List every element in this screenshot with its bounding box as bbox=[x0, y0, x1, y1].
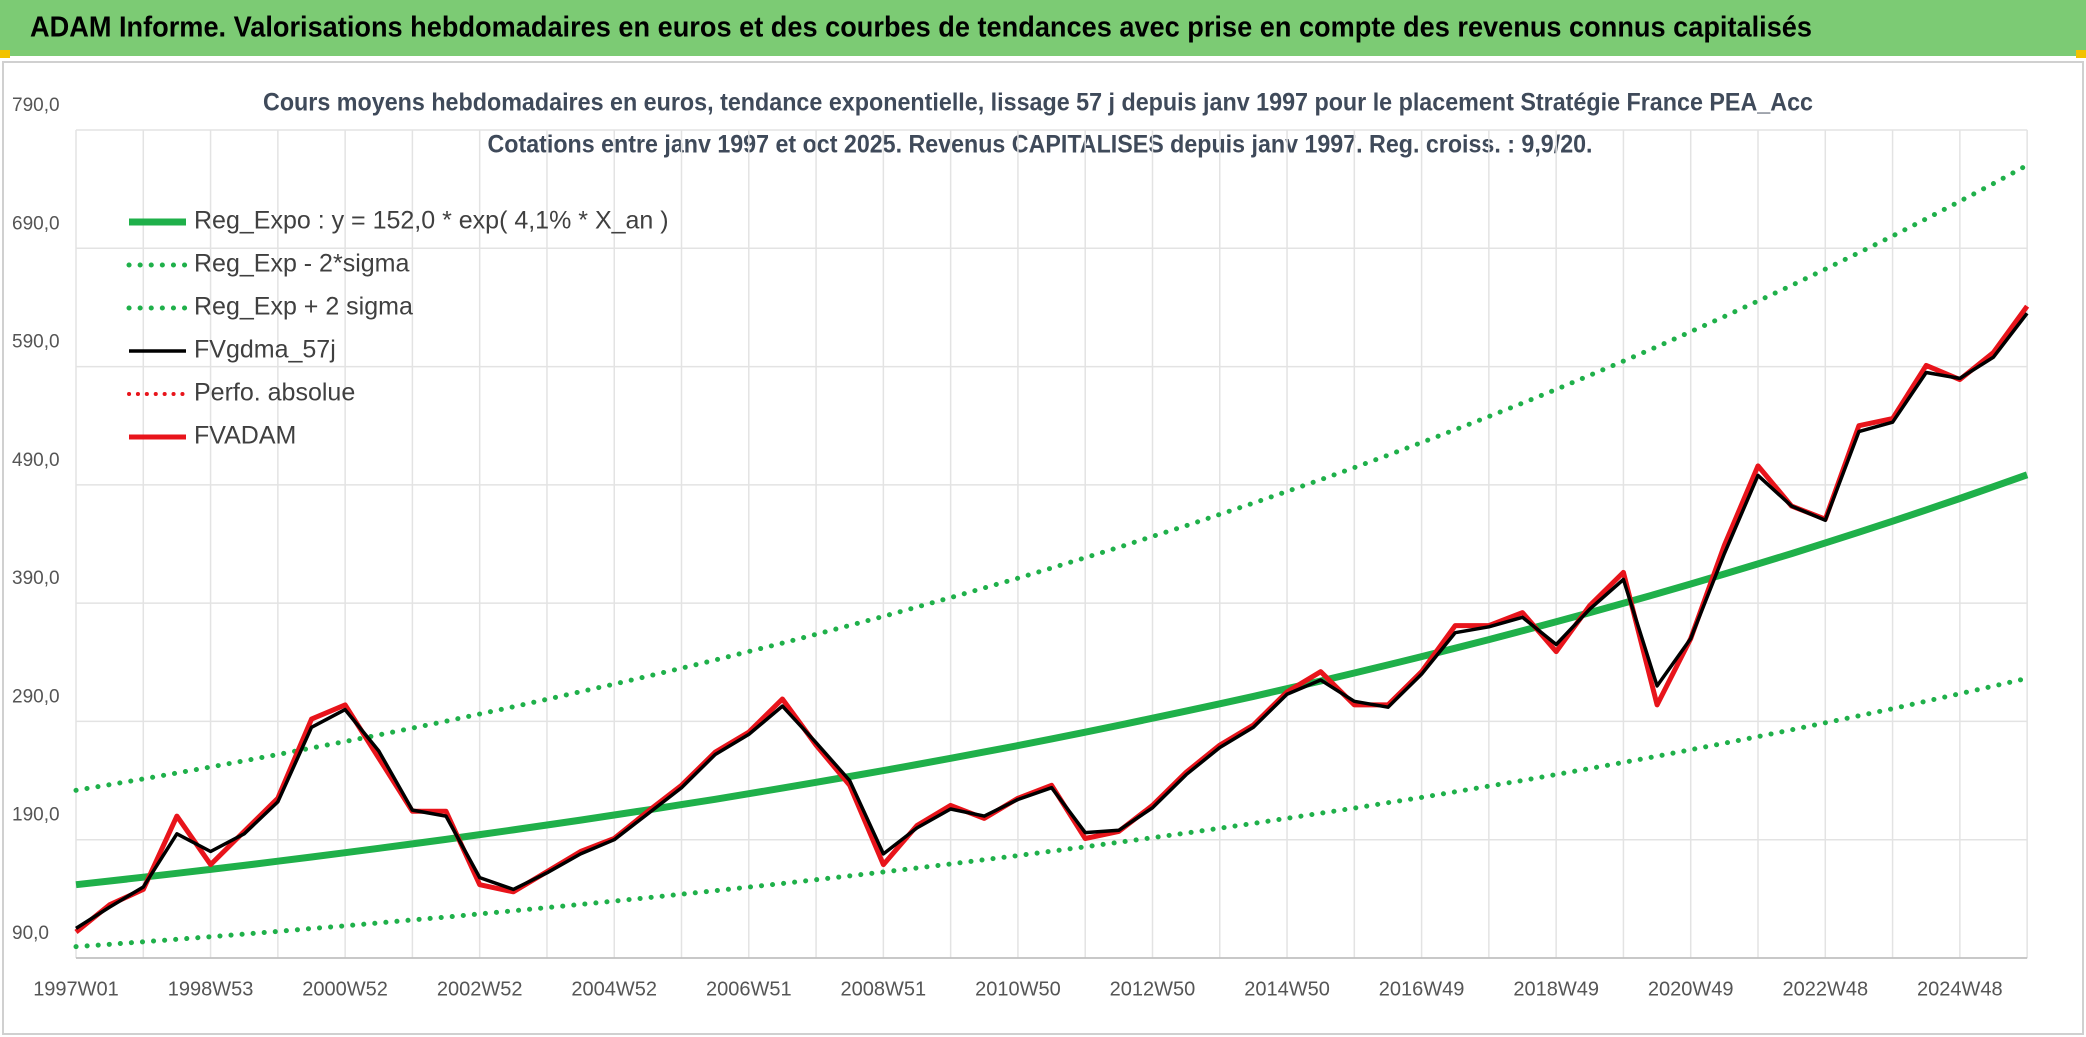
series-line bbox=[73, 162, 2030, 793]
series-line bbox=[75, 312, 2029, 930]
legend-label: Perfo. absolue bbox=[194, 379, 355, 407]
y-tick-label: 90,0 bbox=[12, 923, 49, 944]
y-tick-label: 390,0 bbox=[12, 568, 60, 589]
y-tick-label: 590,0 bbox=[12, 332, 60, 353]
y-tick-label: 190,0 bbox=[12, 805, 60, 826]
x-tick-label: 2006W51 bbox=[706, 978, 792, 1000]
x-tick-label: 2016W49 bbox=[1379, 978, 1465, 1000]
corner bbox=[0, 50, 10, 58]
y-tick-label: 490,0 bbox=[12, 450, 60, 471]
y-tick-label: 290,0 bbox=[12, 686, 60, 707]
x-tick-label: 1997W01 bbox=[33, 978, 119, 1000]
header-title: ADAM Informe. Valorisations hebdomadaire… bbox=[30, 12, 1812, 44]
series-line bbox=[75, 471, 2029, 889]
x-tick-label: 2022W48 bbox=[1782, 978, 1868, 1000]
x-tick-label: 2008W51 bbox=[841, 978, 927, 1000]
x-tick-label: 2018W49 bbox=[1513, 978, 1599, 1000]
corner bbox=[2076, 50, 2086, 58]
chart-title: Cours moyens hebdomadaires en euros, ten… bbox=[263, 89, 1813, 117]
legend-label: FVgdma_57j bbox=[194, 336, 336, 364]
legend-label: Reg_Exp + 2 sigma bbox=[194, 293, 413, 321]
x-tick-label: 2014W50 bbox=[1244, 978, 1330, 1000]
x-tick-label: 2002W52 bbox=[437, 978, 523, 1000]
header-bar bbox=[0, 0, 2086, 56]
x-tick-label: 2000W52 bbox=[302, 978, 388, 1000]
x-tick-label: 2010W50 bbox=[975, 978, 1061, 1000]
y-tick-label: 790,0 bbox=[12, 95, 60, 116]
x-tick-label: 1998W53 bbox=[168, 978, 254, 1000]
legend-label: Reg_Exp - 2*sigma bbox=[194, 250, 409, 278]
x-tick-label: 2012W50 bbox=[1110, 978, 1196, 1000]
x-tick-label: 2020W49 bbox=[1648, 978, 1734, 1000]
chart-frame bbox=[2, 61, 2084, 1035]
legend-label: FVADAM bbox=[194, 422, 296, 450]
x-tick-label: 2004W52 bbox=[571, 978, 657, 1000]
x-tick-label: 2024W48 bbox=[1917, 978, 2003, 1000]
legend-label: Reg_Expo : y = 152,0 * exp( 4,1% * X_an … bbox=[194, 207, 669, 235]
chart-subtitle: Cotations entre janv 1997 et oct 2025. R… bbox=[488, 131, 1593, 159]
y-tick-label: 690,0 bbox=[12, 213, 60, 234]
